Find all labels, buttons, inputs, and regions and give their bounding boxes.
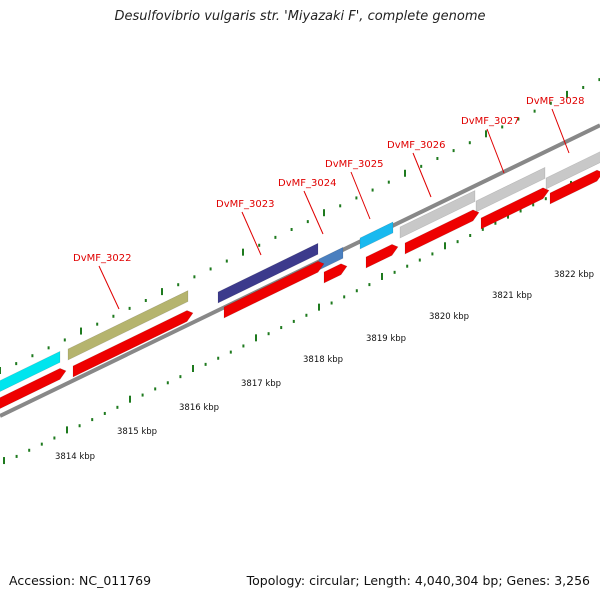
scale-label: 3816 kbp	[179, 403, 219, 413]
gene-bar	[399, 189, 476, 239]
feature-tracks	[0, 123, 600, 418]
scale-label: 3822 kbp	[554, 270, 594, 280]
gene-leader-line	[241, 211, 262, 256]
gene-bar	[545, 151, 600, 190]
scale-label: 3820 kbp	[429, 312, 469, 322]
gene-label: DvMF_3022	[73, 253, 131, 264]
cds-arrow	[365, 244, 399, 269]
gene-bar	[0, 350, 61, 392]
genome-summary-text: Topology: circular; Length: 4,040,304 bp…	[246, 573, 590, 588]
gene-label: DvMF_3023	[216, 199, 274, 210]
label-leader-lines	[98, 108, 570, 310]
gene-bar	[217, 242, 319, 304]
gene-leader-line	[412, 152, 432, 198]
cds-arrow	[323, 263, 348, 284]
cds-arrow	[0, 368, 67, 409]
scale-label: 3821 kbp	[492, 291, 532, 301]
cds-arrow	[72, 310, 194, 378]
scale-label: 3819 kbp	[366, 334, 406, 344]
gene-label: DvMF_3026	[387, 140, 445, 151]
gene-leader-line	[350, 171, 371, 220]
scale-label: 3815 kbp	[117, 427, 157, 437]
gene-bar	[359, 221, 394, 250]
accession-text: Accession: NC_011769	[9, 573, 152, 588]
gene-label: DvMF_3025	[325, 159, 383, 170]
gene-label: DvMF_3027	[461, 116, 519, 127]
scale-tick-marks: 3814 kbp 3815 kbp 3816 kbp 3817 kbp 3818 kbp…	[3, 172, 598, 465]
cds-arrow	[223, 260, 325, 319]
map-title: Desulfovibrio vulgaris str. 'Miyazaki F'…	[114, 9, 486, 24]
gene-bar	[67, 290, 189, 361]
labels: DvMF_3022 DvMF_3023 DvMF_3024 DvMF_3025 DvMF…	[73, 96, 584, 264]
gene-leader-line	[486, 128, 505, 174]
cds-arrow	[404, 209, 480, 255]
gene-leader-line	[551, 108, 570, 154]
gene-label: DvMF_3024	[278, 178, 336, 189]
gene-label: DvMF_3028	[526, 96, 584, 107]
gene-leader-line	[303, 190, 324, 235]
gene-bar	[475, 166, 546, 213]
gene-leader-line	[98, 265, 120, 310]
scale-label: 3817 kbp	[241, 379, 281, 389]
scale-label: 3818 kbp	[303, 355, 343, 365]
cds-arrow	[480, 187, 550, 230]
cds-arrow	[549, 169, 600, 205]
upper-tick-marks	[0, 78, 600, 374]
scale-label: 3814 kbp	[55, 452, 95, 462]
